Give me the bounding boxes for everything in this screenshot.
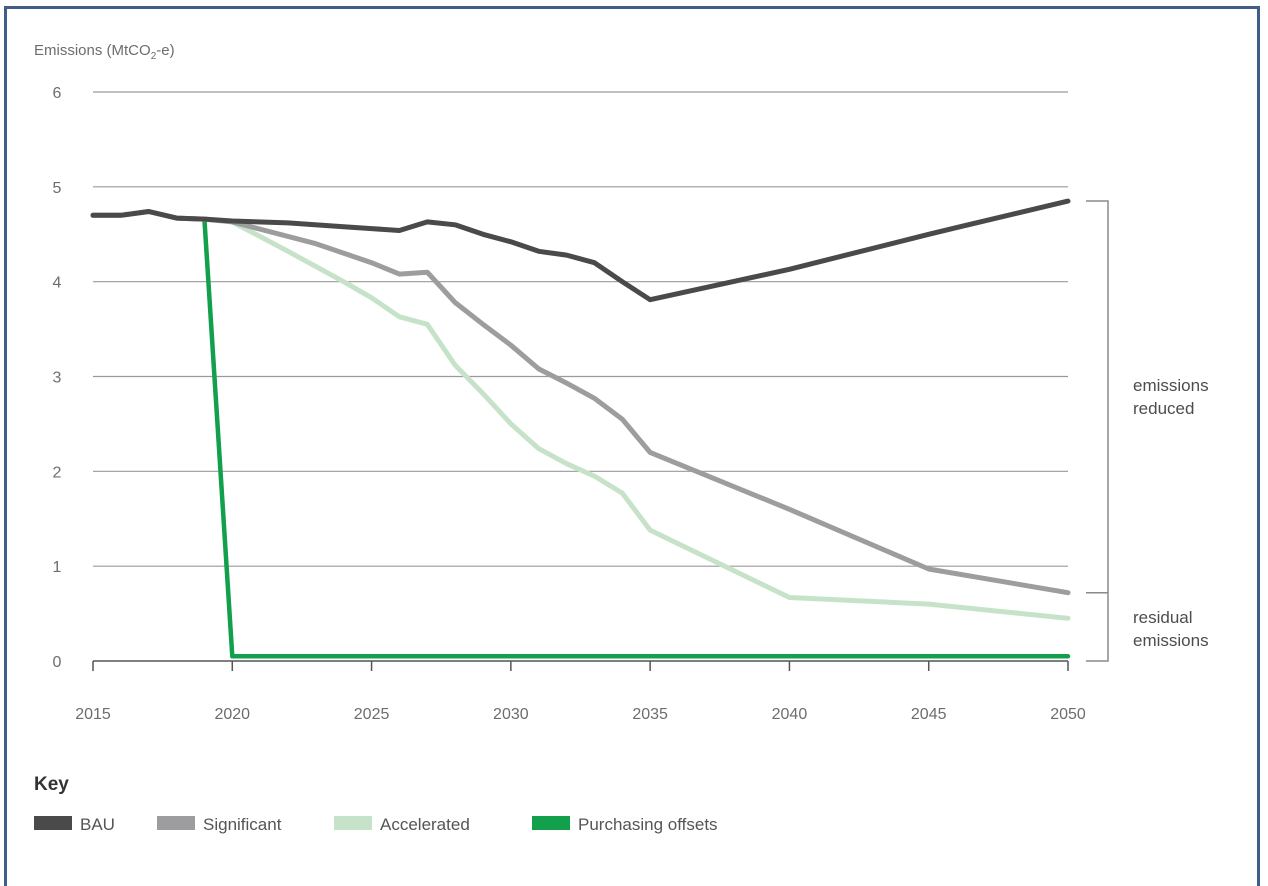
series-line-purchasing-offsets xyxy=(90,209,1071,659)
x-tick-label: 2050 xyxy=(1050,706,1086,723)
legend-swatch-purchasing-offsets xyxy=(532,816,570,830)
y-tick-label: 4 xyxy=(53,275,62,292)
legend-label-significant: Significant xyxy=(203,815,282,834)
series-line-bau xyxy=(90,198,1071,303)
annotation-line: residual xyxy=(1133,608,1193,627)
annotation-0: emissions reduced xyxy=(1133,376,1209,418)
gridlines xyxy=(93,91,1068,567)
legend-swatch-accelerated xyxy=(334,816,372,830)
legend-swatch-significant xyxy=(157,816,195,830)
legend-label-purchasing-offsets: Purchasing offsets xyxy=(578,815,718,834)
annotation-line: reduced xyxy=(1133,399,1194,418)
y-tick-label: 5 xyxy=(53,180,62,197)
legend: BAU Significant Accelerated Purchasing offs… xyxy=(34,815,718,834)
x-tick-label: 2045 xyxy=(911,706,947,723)
y-tick-label: 6 xyxy=(53,85,62,102)
legend-swatch-bau xyxy=(34,816,72,830)
x-tick-label: 2035 xyxy=(632,706,668,723)
legend-title: Key xyxy=(34,774,69,795)
x-tick-label: 2040 xyxy=(772,706,808,723)
annotation-line: emissions xyxy=(1133,631,1209,650)
y-tick-label: 3 xyxy=(53,370,62,387)
annotation-bracket xyxy=(1086,200,1109,662)
bracket-line xyxy=(1086,200,1109,662)
x-tick-label: 2020 xyxy=(214,706,250,723)
x-tick-label: 2025 xyxy=(354,706,390,723)
legend-label-accelerated: Accelerated xyxy=(380,815,470,834)
y-axis-label: Emissions (MtCO2-e) xyxy=(34,42,175,62)
y-tick-label: 2 xyxy=(53,464,62,481)
legend-label-bau: BAU xyxy=(80,815,115,834)
annotations: emissions reduced residual emissions xyxy=(1133,376,1209,650)
axes: 0 1 2 3 4 5 6 2015 2020 2025 2030 2035 2040 2045 2050 xyxy=(53,85,1086,723)
chart-frame xyxy=(4,6,1260,886)
y-tick-label: 0 xyxy=(53,654,62,671)
x-tick-label: 2030 xyxy=(493,706,529,723)
annotation-1: residual emissions xyxy=(1133,608,1209,650)
series-line-significant xyxy=(90,209,1071,596)
annotation-line: emissions xyxy=(1133,376,1209,395)
series-lines xyxy=(90,198,1071,659)
series-line-accelerated xyxy=(90,209,1071,621)
x-tick-label: 2015 xyxy=(75,706,111,723)
y-tick-label: 1 xyxy=(53,559,62,576)
